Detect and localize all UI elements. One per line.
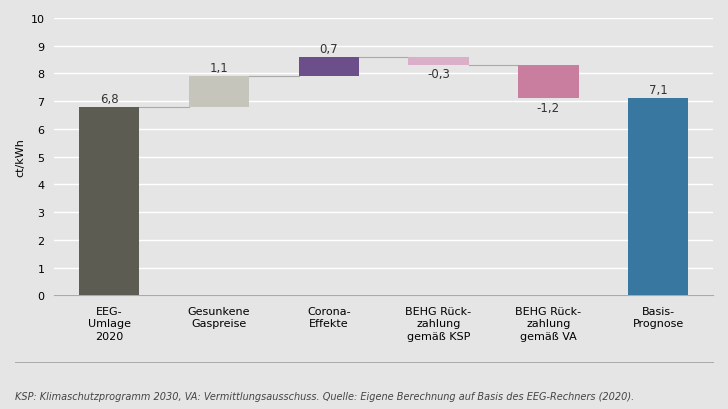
Bar — [189, 77, 249, 108]
Bar — [298, 58, 359, 77]
Text: KSP: Klimaschutzprogramm 2030, VA: Vermittlungsausschuss. Quelle: Eigene Berechn: KSP: Klimaschutzprogramm 2030, VA: Vermi… — [15, 391, 634, 401]
Text: -0,3: -0,3 — [427, 68, 450, 81]
Bar — [79, 108, 139, 296]
Bar — [408, 58, 469, 66]
Bar — [628, 99, 688, 296]
Text: 7,1: 7,1 — [649, 84, 668, 97]
Text: -1,2: -1,2 — [537, 101, 560, 115]
Text: 0,7: 0,7 — [320, 43, 338, 56]
Y-axis label: ct/kWh: ct/kWh — [15, 138, 25, 177]
Text: 6,8: 6,8 — [100, 92, 119, 105]
Bar — [518, 66, 579, 99]
Text: 1,1: 1,1 — [210, 62, 229, 75]
